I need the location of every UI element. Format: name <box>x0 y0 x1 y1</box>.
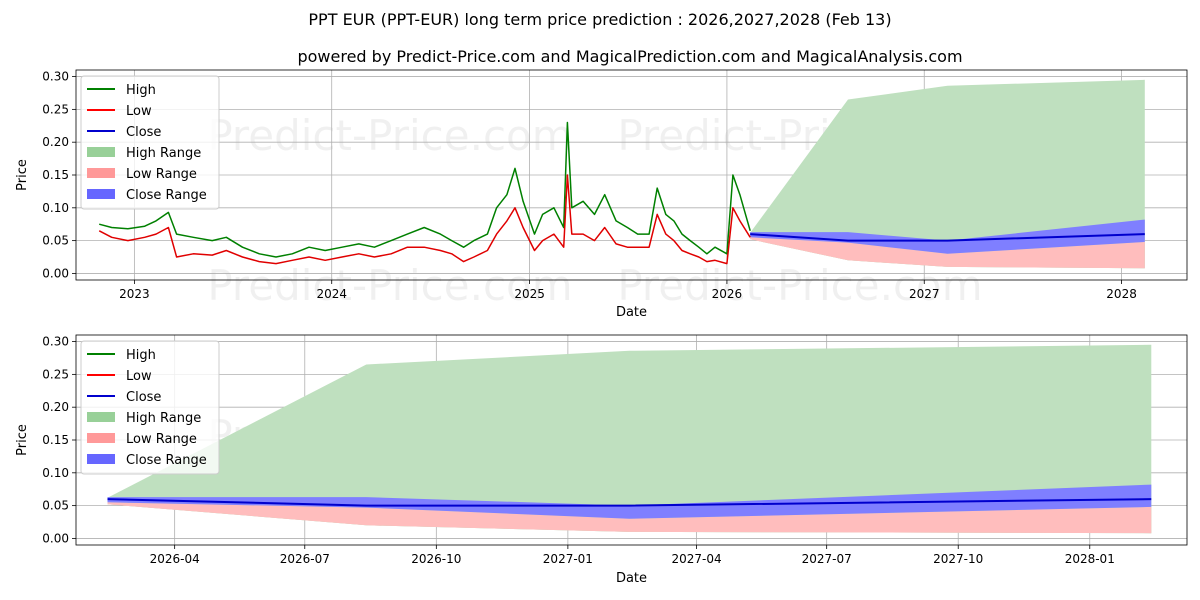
close-price-line <box>750 233 1145 242</box>
y-tick-label: 0.15 <box>42 168 69 182</box>
legend: High Low Close High Range Low Range Close Ran… <box>80 75 220 210</box>
y-tick-label: 0.10 <box>42 201 69 215</box>
y-tick-label: 0.15 <box>42 433 69 447</box>
legend: High Low Close High Range Low Range Close Ran… <box>80 340 220 475</box>
x-tick-label: 2028-01 <box>1065 552 1115 566</box>
plot-frame <box>75 334 1188 546</box>
legend-box <box>80 340 220 475</box>
y-tick-label: 0.00 <box>42 531 69 545</box>
x-tick-label: 2027-07 <box>802 552 852 566</box>
x-tick-label: 2027-04 <box>671 552 721 566</box>
low-range-band <box>750 237 1145 269</box>
x-tick-label: 2027-01 <box>543 552 593 566</box>
low-range-band <box>107 502 1152 534</box>
legend-swatch-patch <box>87 147 115 157</box>
x-tick-label: 2023 <box>119 287 150 301</box>
y-tick-label: 0.25 <box>42 367 69 381</box>
x-tick-label: 2026-07 <box>280 552 330 566</box>
x-tick-label: 2027-10 <box>933 552 983 566</box>
x-tick-label: 2027 <box>909 287 940 301</box>
legend-label: High <box>126 348 156 363</box>
y-tick-label: 0.00 <box>42 266 69 280</box>
legend-swatch-patch <box>87 412 115 422</box>
chart-title: PPT EUR (PPT-EUR) long term price predic… <box>308 10 891 29</box>
legend-label: Close <box>126 390 161 405</box>
legend-label: High Range <box>126 146 201 161</box>
chart-subtitle: powered by Predict-Price.com and Magical… <box>297 47 962 66</box>
legend-box <box>80 75 220 210</box>
legend-label: Low Range <box>126 167 197 182</box>
close-price-line <box>107 498 1152 507</box>
y-tick-label: 0.25 <box>42 102 69 116</box>
x-tick-label: 2026 <box>712 287 743 301</box>
legend-label: High Range <box>126 411 201 426</box>
watermark-text: Predict-Price.com <box>617 261 982 310</box>
y-tick-label: 0.10 <box>42 466 69 480</box>
legend-swatch-patch <box>87 189 115 199</box>
legend-label: High <box>126 83 156 98</box>
watermark-text: Predict-Price.com <box>207 261 572 310</box>
legend-label: Low <box>126 369 152 384</box>
top-panel: Predict-Price.com Predict-Price.com Predic… <box>15 69 1188 320</box>
high-price-line <box>99 121 751 258</box>
x-tick-label: 2025 <box>514 287 545 301</box>
legend-label: Close Range <box>126 453 207 468</box>
x-tick-label: 2028 <box>1106 287 1137 301</box>
legend-label: Close Range <box>126 188 207 203</box>
legend-swatch-patch <box>87 433 115 443</box>
y-tick-label: 0.30 <box>42 335 69 349</box>
x-tick-label: 2024 <box>316 287 347 301</box>
legend-swatch-patch <box>87 168 115 178</box>
legend-label: Low <box>126 104 152 119</box>
high-range-band <box>107 344 1152 534</box>
close-range-band <box>750 219 1145 254</box>
y-tick-label: 0.05 <box>42 234 69 248</box>
low-price-line <box>98 174 751 265</box>
plot-frame <box>75 69 1188 281</box>
x-axis-label: Date <box>616 571 647 586</box>
y-tick-label: 0.30 <box>42 70 69 84</box>
y-axis-label: Price <box>15 424 30 456</box>
y-tick-label: 0.20 <box>42 400 69 414</box>
legend-label: Close <box>126 125 161 140</box>
y-axis-label: Price <box>15 159 30 191</box>
x-tick-label: 2026-04 <box>150 552 200 566</box>
x-tick-label: 2026-10 <box>411 552 461 566</box>
y-tick-label: 0.05 <box>42 499 69 513</box>
watermark-text: Predict-Price.com <box>207 111 572 160</box>
y-tick-label: 0.20 <box>42 135 69 149</box>
legend-swatch-patch <box>87 454 115 464</box>
legend-label: Low Range <box>126 432 197 447</box>
high-range-band <box>750 79 1145 269</box>
close-range-band <box>107 484 1152 519</box>
bottom-panel: Predict-Price.comPredict-Price.com0.000.… <box>15 334 1188 586</box>
x-axis-label: Date <box>616 305 647 320</box>
